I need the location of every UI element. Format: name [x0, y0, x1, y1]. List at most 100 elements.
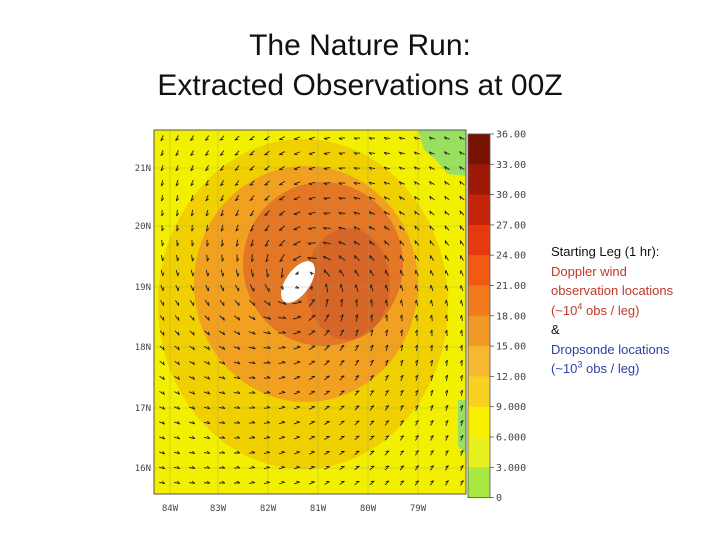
wind-vector-head	[414, 210, 417, 215]
colorbar-label: 36.00	[496, 130, 526, 141]
wind-vector-head	[460, 435, 464, 438]
wind-vector-head	[414, 329, 418, 334]
wind-vector-head	[206, 435, 211, 439]
wind-vector	[278, 239, 286, 247]
wind-vector	[249, 150, 255, 156]
wind-vector	[444, 136, 450, 140]
wind-vector-head	[400, 359, 404, 363]
wind-vector-head	[415, 480, 419, 483]
colorbar-band	[468, 406, 490, 438]
wind-vector-head	[429, 314, 433, 319]
wind-vector-head	[399, 210, 402, 215]
wind-vector	[339, 375, 345, 381]
wind-vector	[368, 166, 376, 170]
wind-vector	[159, 375, 165, 381]
wind-vector-head	[221, 450, 226, 454]
wind-vector	[190, 150, 194, 156]
wind-vector-head	[234, 168, 239, 171]
wind-vector-head	[385, 344, 389, 348]
wind-vector-head	[237, 390, 241, 394]
wind-vector-head	[430, 420, 434, 423]
wind-vector-head	[252, 346, 256, 350]
wind-vector	[293, 376, 301, 380]
wind-vector-head	[282, 345, 286, 349]
colorbar-band	[468, 224, 490, 256]
wind-vector	[278, 421, 286, 425]
wind-vector-head	[459, 285, 462, 289]
wind-vector	[460, 255, 464, 261]
wind-vector-head	[177, 257, 180, 262]
wind-vector-head	[161, 480, 166, 485]
wind-vector-head	[264, 244, 269, 247]
wind-vector-head	[415, 404, 419, 408]
wind-vector	[460, 270, 464, 276]
colorbar: 36.00 33.00 30.00 27.00 24.00 21.00 18.00 15.00…	[467, 130, 526, 504]
wind-vector-head	[459, 136, 462, 140]
wind-vector	[445, 420, 449, 426]
colorbar-label: 6.000	[496, 433, 526, 444]
wind-vector	[263, 300, 271, 306]
wind-vector	[206, 254, 208, 262]
wind-vector-head	[219, 138, 224, 141]
nature-run-figure: 21N 20N 19N 18N 17N 16N 84W 83W 82W 81W 80W 79W 36…	[118, 124, 538, 524]
wind-vector-head	[222, 390, 226, 395]
wind-vector-head	[368, 152, 372, 156]
wind-vector-head	[445, 404, 449, 408]
wind-vector	[204, 437, 210, 439]
wind-vector	[279, 451, 285, 455]
wind-vector	[399, 450, 405, 456]
wind-vector-head	[234, 153, 239, 156]
wind-vector-head	[162, 272, 165, 277]
wind-vector-head	[370, 435, 375, 438]
wind-vector-head	[323, 212, 327, 216]
wind-vector-head	[207, 331, 210, 336]
wind-vector	[430, 255, 434, 261]
wind-vector	[234, 135, 240, 141]
wind-vector	[339, 345, 345, 351]
wind-vector	[293, 151, 301, 155]
wind-vector	[264, 195, 270, 201]
wind-vector	[293, 166, 301, 170]
wind-vector-head	[370, 329, 374, 333]
wind-vector	[384, 405, 390, 411]
wind-vector-head	[324, 283, 327, 288]
note-doppler-3-post: obs / leg)	[582, 302, 640, 318]
wind-vector-head	[268, 302, 271, 306]
wind-vector	[309, 481, 315, 485]
lon-label: 83W	[210, 504, 227, 514]
wind-vector	[384, 255, 390, 261]
wind-vector	[384, 435, 390, 441]
wind-vector	[459, 180, 465, 186]
wind-vector	[308, 211, 316, 215]
wind-vector	[190, 194, 194, 202]
wind-vector-head	[282, 330, 286, 334]
wind-vector-head	[369, 240, 371, 245]
wind-vector-head	[176, 213, 180, 217]
wind-vector	[264, 239, 270, 247]
wind-vector-head	[266, 480, 271, 483]
wind-vector	[204, 421, 210, 425]
wind-vector-head	[294, 138, 298, 141]
wind-vector	[160, 194, 164, 202]
wind-vector	[159, 436, 165, 440]
lon-label: 82W	[260, 504, 277, 514]
wind-vector-head	[398, 136, 402, 141]
wind-vector	[235, 239, 239, 247]
colorbar-label: 3.000	[496, 463, 526, 474]
wind-vector-head	[191, 450, 196, 454]
wind-vector	[175, 194, 179, 202]
wind-vector-head	[281, 435, 286, 438]
wind-vector-head	[160, 183, 165, 187]
colorbar-label: 27.00	[496, 220, 526, 231]
wind-vector-head	[414, 314, 418, 319]
wind-vector-head	[237, 331, 241, 335]
wind-vector	[308, 227, 316, 229]
wind-vector-head	[444, 225, 447, 230]
wind-vector	[264, 150, 270, 156]
wind-vector	[218, 361, 226, 365]
wind-vector-head	[175, 183, 179, 187]
wind-vector-head	[323, 182, 328, 186]
wind-vector	[399, 151, 405, 155]
wind-vector	[338, 226, 346, 230]
wind-vector-head	[251, 390, 256, 394]
